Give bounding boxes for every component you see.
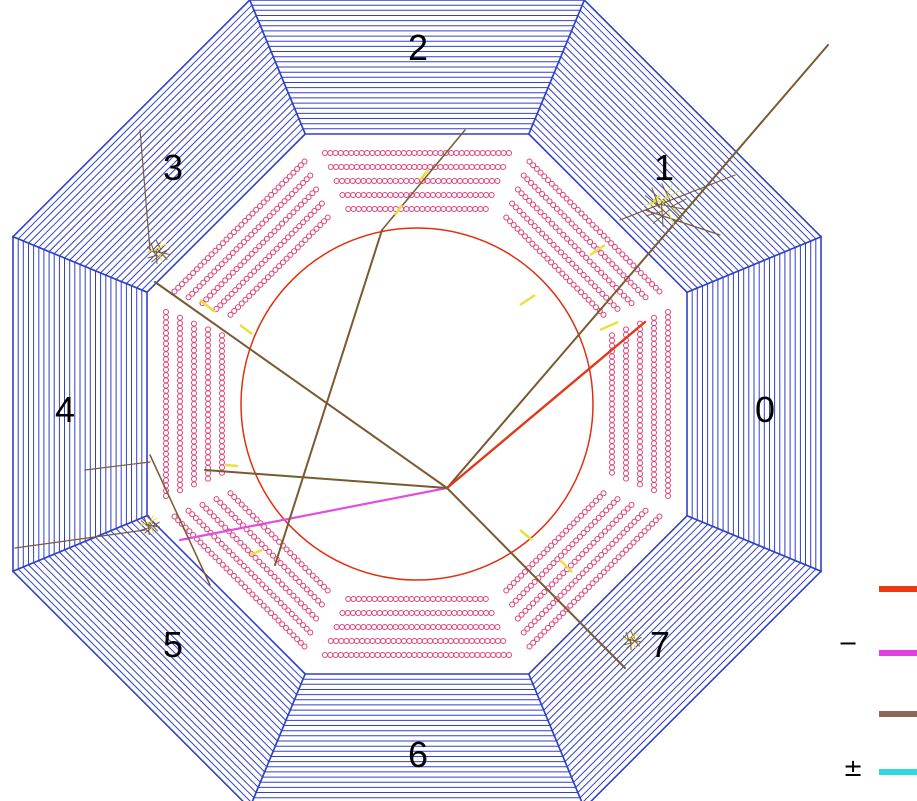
- outer-module: [11, 514, 307, 801]
- legend-swatch: [879, 650, 917, 656]
- inner-tube-module: [171, 490, 331, 650]
- track-hit: [589, 243, 606, 257]
- track-hit: [599, 320, 619, 332]
- inner-tube-module: [171, 158, 331, 318]
- shower-cluster: [621, 629, 642, 651]
- shower-cluster: [139, 514, 160, 536]
- track-segment: [178, 486, 449, 542]
- inner-tube-module: [503, 158, 663, 318]
- track-hit: [419, 169, 429, 181]
- inner-tube-module: [503, 490, 663, 650]
- shower-cluster: [145, 239, 170, 265]
- track-segment: [204, 469, 448, 489]
- legend-item: −: [838, 629, 917, 657]
- outer-module: [251, 673, 583, 801]
- inner-tube-layers: [163, 150, 671, 658]
- track-hit: [519, 529, 533, 541]
- legend-swatch: [879, 711, 917, 717]
- track-segment: [445, 320, 647, 490]
- track-segment: [644, 209, 721, 236]
- segment-labels: 0 1 2 3 4 5 6 7: [55, 27, 775, 775]
- legend-swatch: [879, 769, 917, 775]
- segment-label-6: 6: [408, 734, 428, 775]
- track-hit: [393, 204, 404, 216]
- track-segment: [446, 487, 626, 669]
- inner-tube-module: [163, 309, 225, 499]
- segment-label-3: 3: [163, 147, 183, 188]
- inner-tube-module: [609, 309, 671, 499]
- track-segment: [84, 461, 151, 471]
- segment-label-5: 5: [163, 624, 183, 665]
- segment-label-4: 4: [55, 389, 75, 430]
- outer-module: [686, 235, 822, 573]
- track-segment: [274, 229, 383, 566]
- track-hit: [519, 293, 536, 307]
- legend: − ±: [838, 586, 917, 782]
- particle-tracks: [14, 44, 829, 669]
- segment-label-2: 2: [408, 27, 428, 68]
- outer-module: [12, 235, 148, 573]
- outer-calorimeter-modules: [11, 0, 823, 801]
- track-hit: [249, 548, 263, 557]
- segment-label-1: 1: [654, 147, 674, 188]
- outer-module: [527, 0, 823, 294]
- inner-tube-module: [322, 596, 512, 658]
- inner-tube-module: [322, 150, 512, 212]
- legend-item: [879, 586, 917, 592]
- track-hit: [199, 299, 216, 313]
- outer-module: [527, 514, 823, 801]
- track-hit: [239, 324, 253, 335]
- track-hit: [559, 559, 573, 573]
- inner-boundary-circle: [240, 227, 594, 581]
- shower-cluster: [642, 183, 687, 227]
- legend-swatch: [879, 586, 917, 592]
- track-segment: [446, 44, 829, 489]
- legend-item: ±: [843, 754, 917, 782]
- legend-symbol: ±: [843, 754, 863, 782]
- legend-item: [879, 711, 917, 717]
- track-segment: [154, 281, 448, 489]
- track-segment: [149, 454, 211, 586]
- segment-label-0: 0: [755, 389, 775, 430]
- track-hit: [224, 463, 239, 468]
- track-segment: [139, 129, 151, 251]
- legend-symbol: −: [838, 629, 858, 657]
- segment-label-7: 7: [650, 624, 670, 665]
- outer-module: [248, 0, 586, 135]
- track-segment: [14, 529, 146, 549]
- track-segment: [619, 174, 736, 221]
